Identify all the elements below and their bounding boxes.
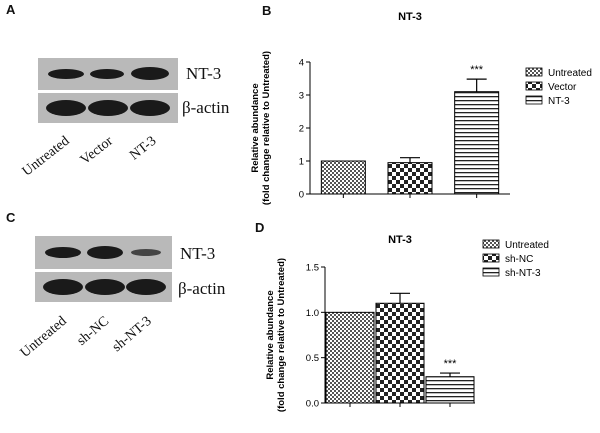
bar bbox=[425, 376, 475, 404]
y-tick-label: 0.0 bbox=[306, 399, 319, 410]
blot-band bbox=[43, 279, 83, 295]
bar bbox=[320, 160, 366, 195]
panel-a-blot-label-nt3: NT-3 bbox=[186, 64, 222, 83]
legend-swatch bbox=[482, 253, 500, 263]
blot-band bbox=[48, 69, 84, 79]
y-tick-label: 1.0 bbox=[306, 308, 319, 319]
blot-band bbox=[87, 246, 123, 259]
panel-d-letter: D bbox=[255, 220, 265, 235]
y-axis-label: Relative abundance bbox=[250, 83, 261, 172]
y-tick-label: 4 bbox=[299, 58, 304, 69]
legend-label: Untreated bbox=[505, 240, 549, 251]
panel-a-blot-nt3 bbox=[38, 58, 178, 90]
blot-band bbox=[46, 100, 86, 116]
chart-title: NT-3 bbox=[388, 234, 412, 246]
bar bbox=[387, 162, 433, 195]
bar bbox=[454, 91, 500, 195]
chart-title: NT-3 bbox=[398, 11, 422, 23]
blot-band bbox=[88, 100, 128, 116]
legend-label: Vector bbox=[548, 82, 577, 93]
y-tick-label: 1 bbox=[299, 157, 304, 168]
legend-swatch bbox=[482, 267, 500, 277]
blot-band bbox=[85, 279, 125, 295]
y-tick-label: 2 bbox=[299, 124, 304, 135]
panel-b-letter: B bbox=[262, 3, 272, 18]
y-tick-label: 0.5 bbox=[306, 353, 319, 364]
legend-label: NT-3 bbox=[548, 96, 570, 107]
y-tick-label: 0 bbox=[299, 190, 304, 201]
blot-band bbox=[90, 69, 124, 79]
blot-band bbox=[131, 67, 169, 80]
significance-label: *** bbox=[470, 64, 484, 76]
legend-label: sh-NT-3 bbox=[505, 268, 541, 279]
bar bbox=[375, 302, 425, 404]
legend-label: Untreated bbox=[548, 68, 592, 79]
panel-a-blot-label-actin: β-actin bbox=[182, 98, 230, 117]
legend-swatch bbox=[525, 95, 543, 105]
blot-band bbox=[131, 249, 161, 256]
bar bbox=[325, 311, 375, 404]
y-axis-label: (fold change relative to Untreated) bbox=[261, 51, 272, 205]
panel-c-letter: C bbox=[6, 210, 16, 225]
panel-a-blot-actin bbox=[38, 93, 178, 123]
blot-band bbox=[130, 100, 170, 116]
panel-c-blot-actin bbox=[35, 272, 172, 302]
y-axis-label: (fold change relative to Untreated) bbox=[276, 258, 287, 412]
blot-band bbox=[126, 279, 166, 295]
significance-label: *** bbox=[444, 358, 458, 370]
panel-c-blot-label-actin: β-actin bbox=[178, 279, 226, 298]
panel-a-letter: A bbox=[6, 2, 16, 17]
y-tick-label: 1.5 bbox=[306, 263, 319, 274]
legend-swatch bbox=[482, 239, 500, 249]
y-axis-label: Relative abundance bbox=[265, 290, 276, 379]
panel-c-blot-label-nt3: NT-3 bbox=[180, 244, 216, 263]
legend-label: sh-NC bbox=[505, 254, 533, 265]
blot-band bbox=[45, 247, 81, 258]
y-tick-label: 3 bbox=[299, 91, 304, 102]
legend-swatch bbox=[525, 81, 543, 91]
panel-c-blot-nt3 bbox=[35, 236, 172, 269]
legend-swatch bbox=[525, 67, 543, 77]
